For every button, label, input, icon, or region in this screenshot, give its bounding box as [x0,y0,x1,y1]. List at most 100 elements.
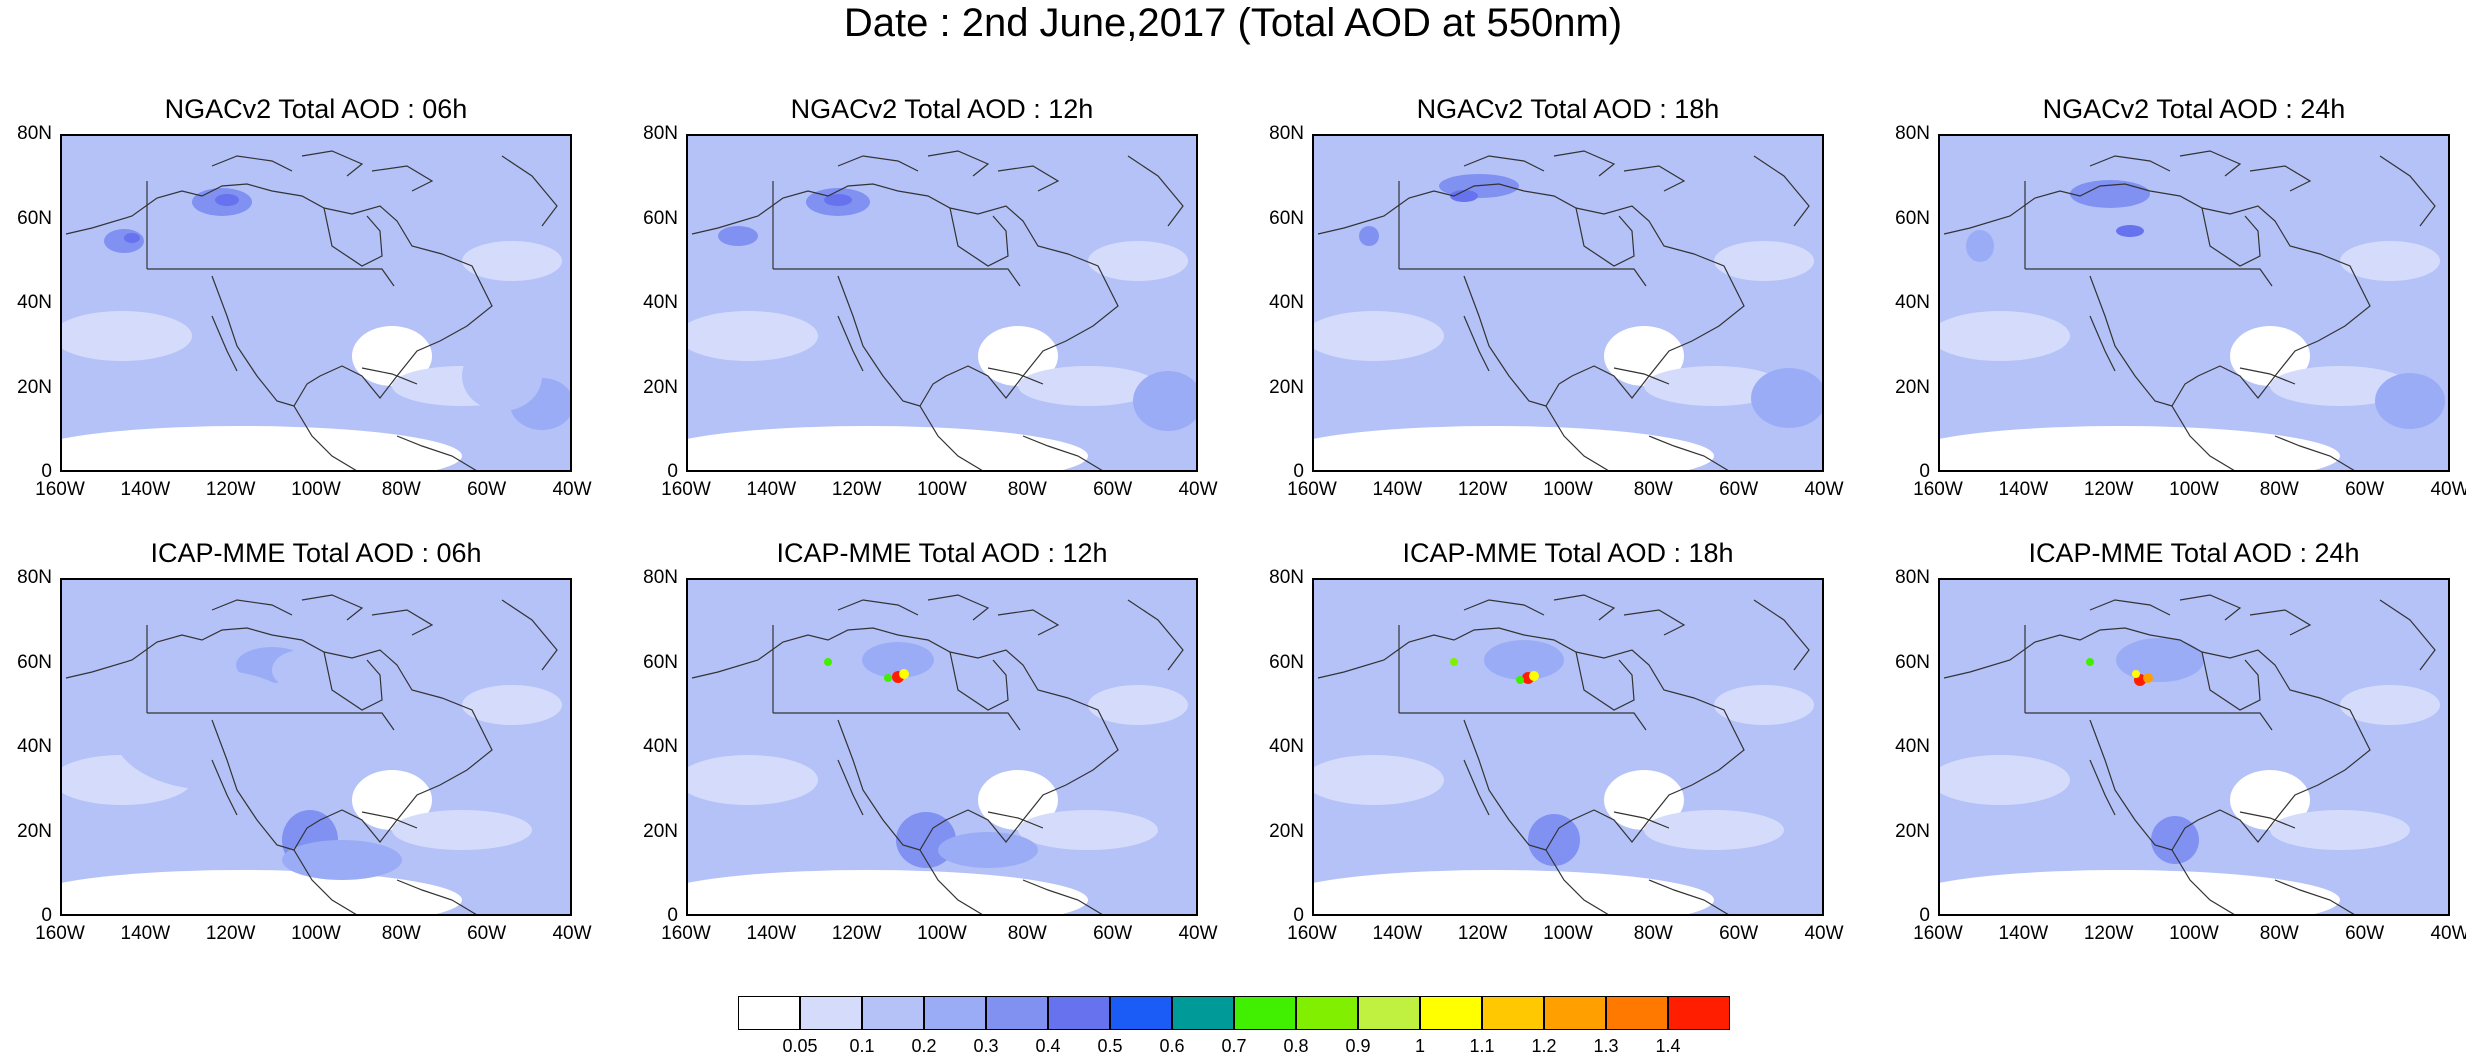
aod-patch [2143,673,2153,683]
coastline [691,627,1119,914]
coastline [301,150,364,177]
aod-patch [1514,690,1634,770]
x-tick-label: 120W [1457,479,1508,500]
coastline [1463,315,1490,372]
coastline [1575,651,1635,711]
aod-patch [2230,770,2310,830]
coastline [2201,207,2261,267]
x-tick-label: 120W [2083,923,2134,944]
coastline [323,651,383,711]
y-tick-label: 80N [17,123,52,144]
coastline [2379,155,2436,227]
colorbar-swatch [1668,996,1730,1030]
coastline [1753,155,1810,227]
coastline [2274,879,2355,914]
aod-patch [688,755,818,805]
x-tick-label: 100W [291,923,341,944]
x-tick-label: 140W [746,923,797,944]
coastline [323,207,383,267]
aod-patch [1314,426,1714,470]
aod-map-panel [686,134,1198,472]
coastline [837,719,921,851]
colorbar-swatch [1606,996,1668,1030]
x-tick-label: 160W [1287,479,1337,500]
colorbar-label: 0.9 [1345,1036,1371,1056]
aod-patch [978,770,1058,830]
coastline [1613,811,1670,829]
aod-patch [2070,180,2150,208]
aod-patch [1018,810,1158,850]
y-tick-label: 40N [1895,736,1930,757]
y-tick-label: 0 [667,905,678,926]
coastline [1623,609,1686,636]
colorbar-label: 1.1 [1469,1036,1495,1056]
aod-patch [2151,816,2199,864]
coastline [371,165,434,192]
aod-background [688,136,1196,470]
colorbar-swatch [1296,996,1358,1030]
coastline [2179,150,2242,177]
y-tick-label: 80N [643,567,678,588]
coastline [2089,599,2171,616]
aod-patch [1314,755,1444,805]
colorbar-label: 0.4 [1035,1036,1061,1056]
colorbar-label: 0.5 [1097,1036,1123,1056]
colorbar-swatch [986,996,1048,1030]
aod-patch [2270,366,2410,406]
aod-patch [124,233,140,243]
aod-patch [1494,221,1634,281]
aod-patch [2116,638,2204,682]
aod-patch [2270,810,2410,850]
coastline [2089,719,2173,851]
coastline [1463,155,1545,172]
aod-patch [1314,870,1714,914]
y-tick-label: 80N [643,123,678,144]
x-tick-label: 60W [1719,479,1759,500]
x-tick-label: 80W [1007,923,1047,944]
y-tick-label: 0 [1919,461,1930,482]
aod-patch [62,426,462,470]
y-tick-label: 20N [17,376,52,398]
coastline [1127,155,1184,227]
coastline [211,275,295,407]
coastline [2201,651,2261,711]
x-tick-label: 160W [661,479,711,500]
aod-patch [1088,241,1188,281]
aod-patch [878,216,1018,276]
x-tick-label: 60W [1093,923,1133,944]
aod-background [62,136,570,470]
aod-patch [1450,658,1458,666]
x-tick-label: 60W [1093,479,1133,500]
y-tick-label: 40N [1895,292,1930,313]
aod-field [62,136,570,470]
y-tick-label: 20N [1895,820,1930,842]
aod-patch [1359,226,1379,246]
aod-patch [888,690,1008,770]
aod-patch [215,194,239,206]
aod-field [62,580,570,914]
aod-map-panel [686,578,1198,916]
coastline [997,609,1060,636]
aod-patch [282,840,402,880]
y-tick-label: 60N [17,651,52,673]
y-tick-label: 0 [41,461,52,482]
x-tick-label: 120W [831,923,882,944]
y-tick-label: 60N [1895,207,1930,229]
aod-patch [112,670,312,790]
coastline [2089,275,2173,407]
aod-patch [1450,190,1478,202]
aod-patch [2340,241,2440,281]
x-tick-label: 60W [467,923,507,944]
x-tick-label: 140W [120,923,171,944]
coastline [2249,165,2312,192]
y-tick-label: 60N [1269,207,1304,229]
coastline [396,435,477,470]
coastline [211,155,293,172]
aod-map-panel [1938,578,2450,916]
x-tick-label: 40W [2430,479,2466,500]
coastline [773,268,1021,287]
aod-map-panel [1938,134,2450,472]
aod-patch [1940,426,2340,470]
aod-patch [2230,326,2310,386]
coastline [773,712,1021,731]
